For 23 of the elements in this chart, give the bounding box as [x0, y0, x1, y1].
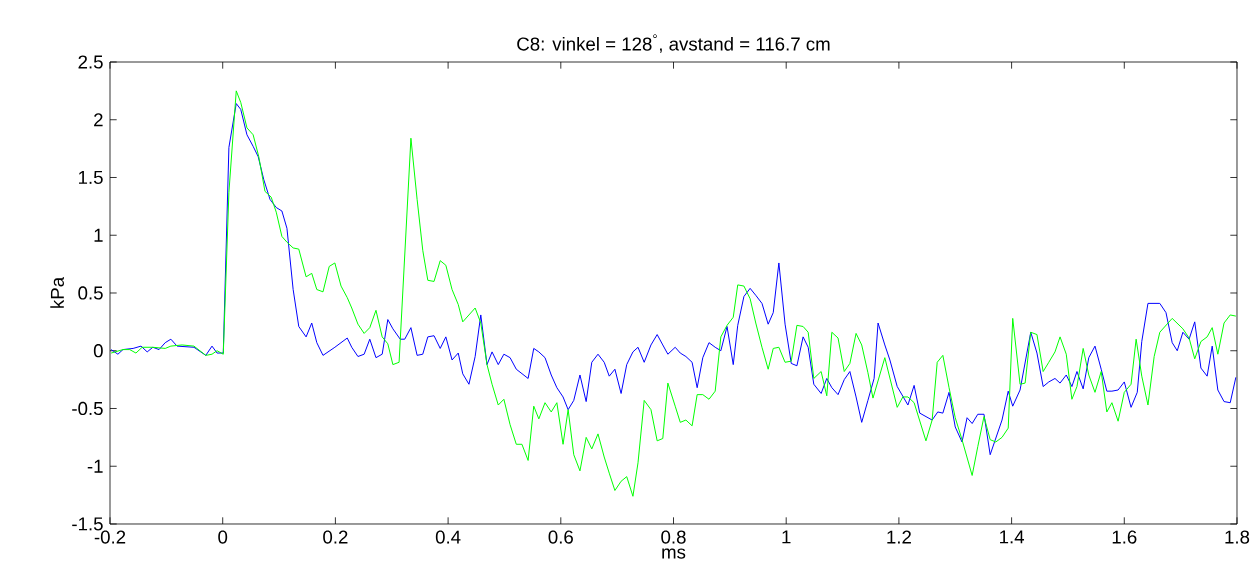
x-tick-label: 0 — [218, 530, 228, 544]
y-tick-label: 1 — [94, 228, 103, 242]
x-tick-label: 0.2 — [323, 530, 348, 544]
y-tick-label: -1 — [87, 459, 103, 473]
x-tick-label: 0.6 — [548, 530, 573, 544]
y-tick-label: 1.5 — [79, 170, 103, 185]
y-tick-label: 2.5 — [78, 55, 103, 69]
x-tick-label: 1.6 — [1112, 530, 1137, 544]
x-axis-title: ms — [662, 548, 686, 559]
y-axis-title: kPa — [50, 276, 64, 308]
x-tick-label: 1.4 — [1000, 530, 1025, 544]
y-tick-label: 0.5 — [78, 286, 103, 300]
y-tick-label: -0.5 — [72, 401, 103, 416]
y-tick-label: 2 — [94, 113, 103, 127]
x-tick-label: -0.2 — [94, 530, 126, 544]
x-tick-label: 0.8 — [661, 530, 686, 544]
x-tick-label: 1.8 — [1225, 530, 1250, 544]
x-tick-label: 0.4 — [435, 530, 461, 544]
y-tick-label: 0 — [93, 344, 103, 358]
y-tick-label: -1.5 — [72, 517, 103, 531]
x-tick-label: 1.2 — [887, 530, 911, 544]
x-tick-label: 1 — [782, 530, 791, 544]
chart-title: C8: vinkel = 128$^{°}$, avstand = 116.7 cm — [517, 34, 830, 53]
